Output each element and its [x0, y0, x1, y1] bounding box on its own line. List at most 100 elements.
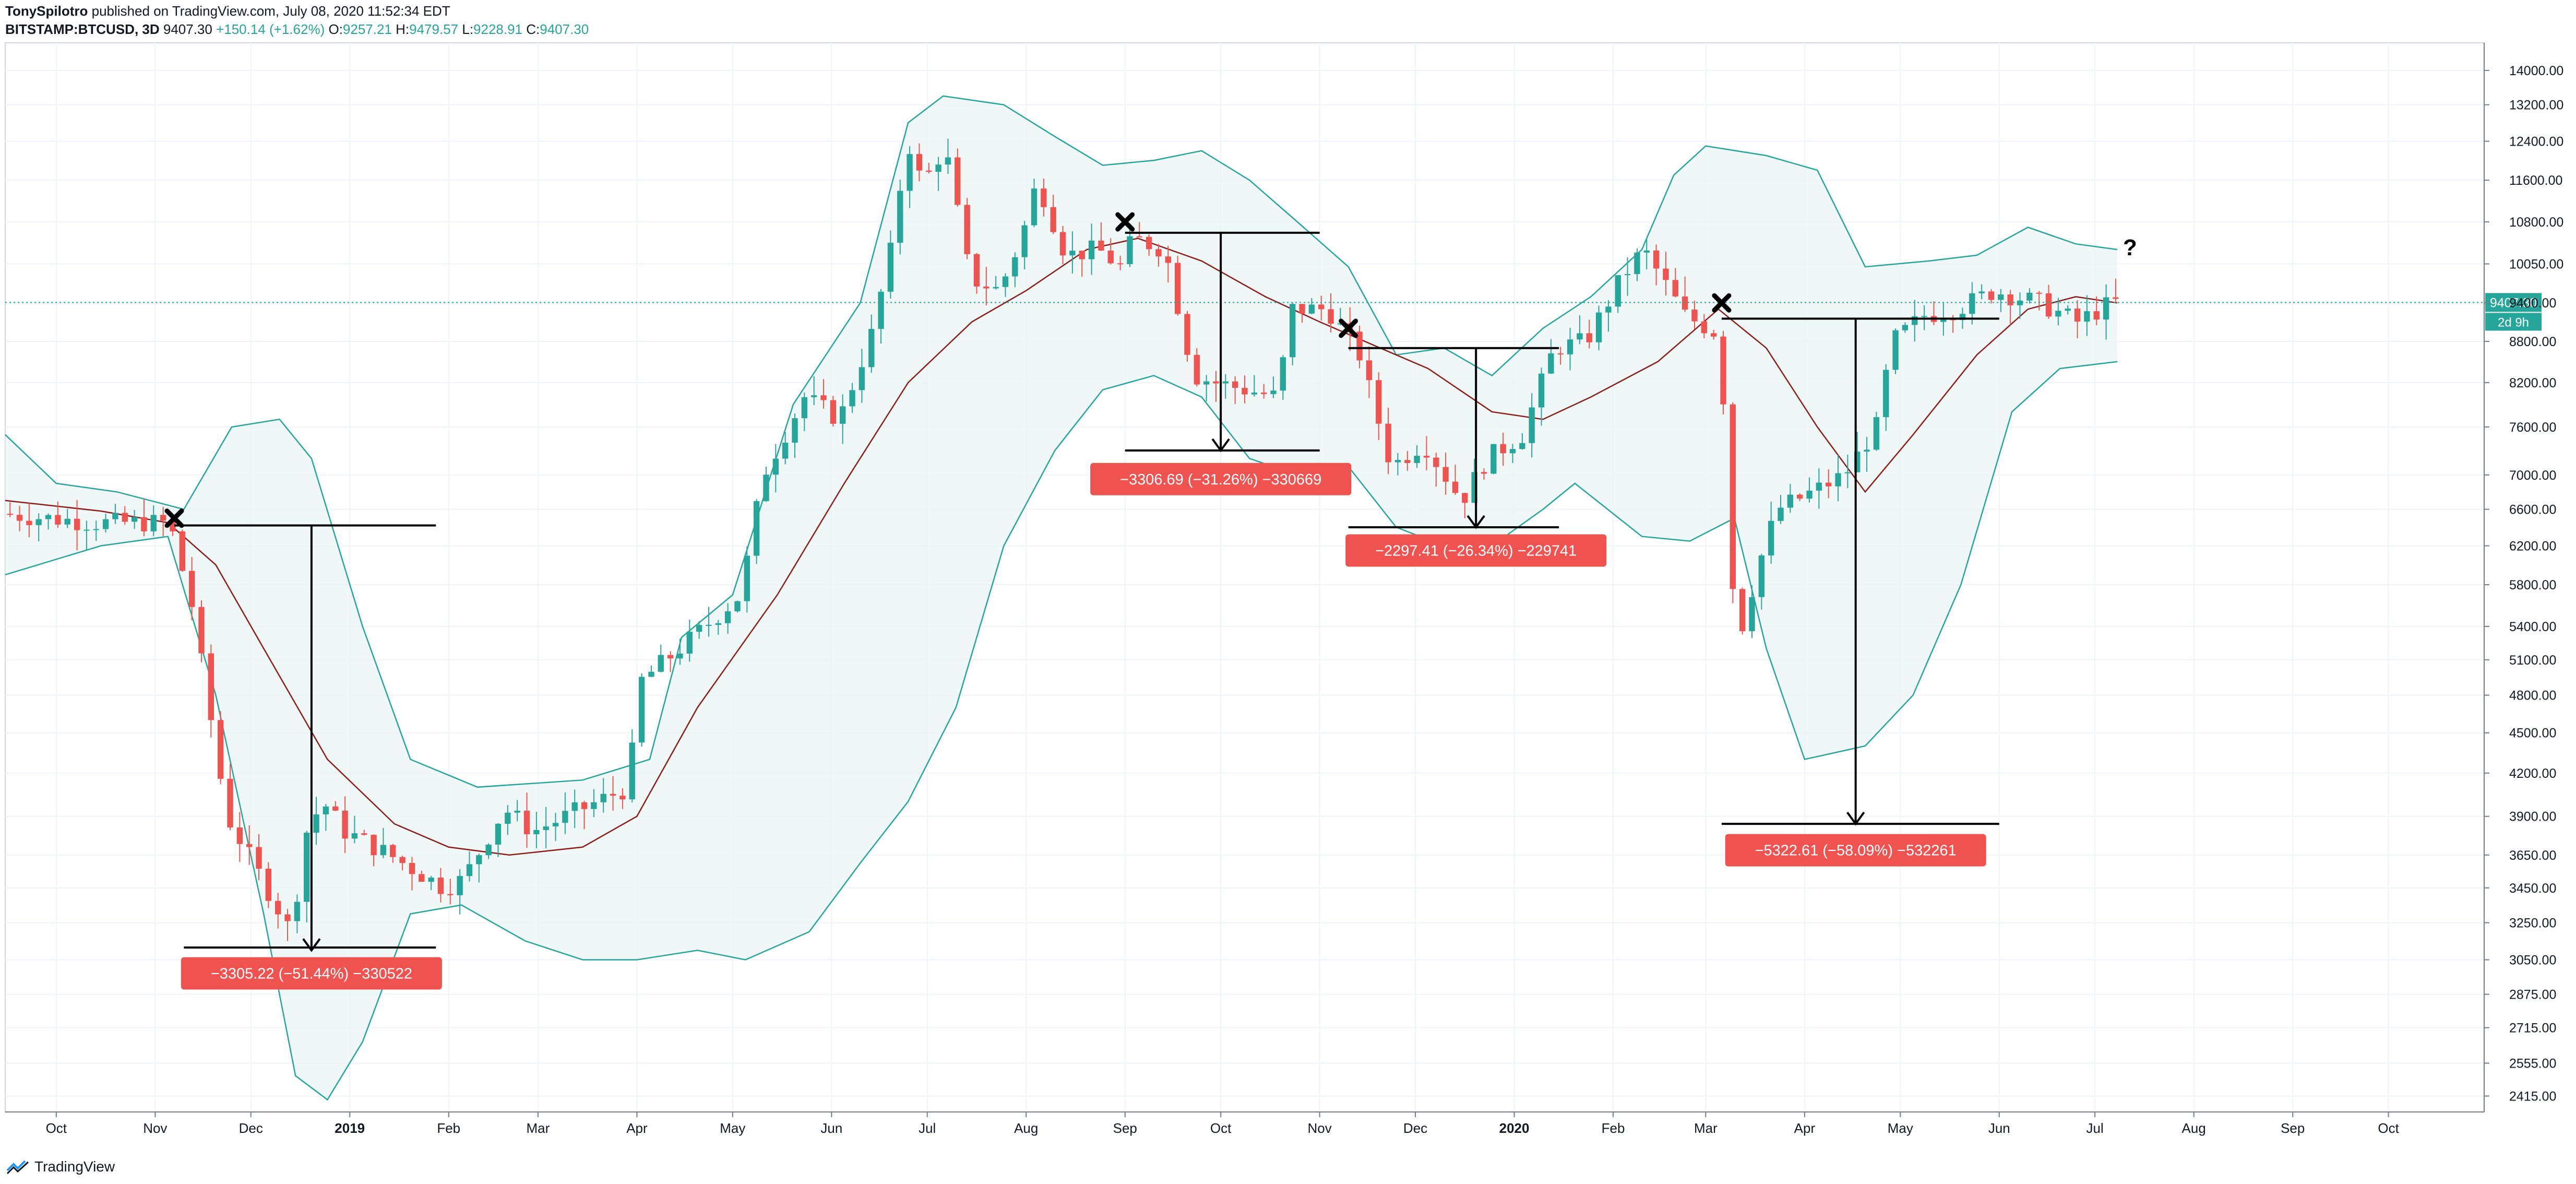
- candle-body: [1337, 323, 1344, 325]
- candle-body: [706, 624, 712, 626]
- candle-body: [1940, 319, 1947, 322]
- y-tick-label: 2555.00: [2509, 1057, 2556, 1071]
- candle-body: [1232, 381, 1238, 388]
- candle-body: [734, 601, 741, 611]
- candle-body: [1452, 481, 1459, 493]
- cross-icon: [1712, 293, 1732, 313]
- candle-body: [772, 458, 779, 475]
- candle-body: [840, 406, 846, 424]
- x-tick-label: Sep: [1113, 1120, 1137, 1136]
- candle-body: [1557, 353, 1564, 354]
- candle-body: [1174, 263, 1181, 314]
- y-tick-label: 4800.00: [2509, 689, 2556, 703]
- candle-body: [1490, 444, 1497, 474]
- candle-body: [1691, 310, 1698, 322]
- candle-body: [858, 367, 865, 390]
- candle-body: [1242, 388, 1248, 395]
- candle-body: [523, 810, 530, 835]
- candle-body: [1663, 268, 1669, 280]
- y-tick-label: 3900.00: [2509, 810, 2556, 824]
- arrow-head: [302, 938, 321, 952]
- candle-body: [485, 844, 492, 856]
- low-label: L:: [462, 21, 474, 37]
- candle-body: [122, 513, 128, 522]
- candle-body: [1749, 597, 1755, 632]
- candle-body: [313, 814, 319, 833]
- candle-body: [188, 571, 195, 607]
- measure-label: −5322.61 (−58.09%) −532261: [1755, 843, 1957, 859]
- candle-body: [724, 611, 731, 623]
- y-tick-label: 8200.00: [2509, 376, 2556, 390]
- candle-body: [246, 844, 253, 847]
- candle-body: [2055, 311, 2061, 317]
- candle-body: [1184, 314, 1190, 355]
- candle-body: [1079, 251, 1085, 259]
- candle-body: [84, 529, 90, 531]
- symbol-name[interactable]: BITSTAMP:BTCUSD, 3D: [5, 21, 160, 37]
- measure-label: −2297.41 (−26.34%) −229741: [1375, 543, 1577, 560]
- candle-body: [236, 827, 243, 844]
- cross-icon: [164, 508, 184, 528]
- measure-label-box: [1725, 834, 1986, 867]
- candle-body: [811, 395, 817, 397]
- candle-body: [399, 857, 406, 863]
- current-price-badge: [2485, 293, 2542, 312]
- candle-body: [1481, 472, 1487, 474]
- candle-body: [7, 514, 13, 515]
- candle-body: [600, 794, 606, 802]
- author-name[interactable]: TonySpilotro: [5, 3, 88, 19]
- candle-body: [419, 874, 425, 882]
- candle-body: [1701, 321, 1707, 334]
- candle-body: [1710, 333, 1717, 337]
- candle-body: [1959, 314, 1966, 321]
- candle-body: [1050, 207, 1056, 232]
- candle-body: [1978, 291, 1985, 293]
- x-tick-label: Feb: [1602, 1120, 1625, 1136]
- candle-body: [782, 442, 789, 459]
- candle-body: [562, 811, 568, 823]
- candle-body: [1797, 494, 1803, 499]
- candle-body: [437, 878, 444, 894]
- y-tick-label: 10050.00: [2509, 257, 2563, 271]
- candle-body: [591, 802, 597, 809]
- candle-body: [1787, 494, 1794, 508]
- candle-body: [1423, 456, 1430, 458]
- tradingview-logo-icon[interactable]: [6, 1159, 29, 1175]
- candle-body: [1634, 252, 1640, 275]
- y-tick-label: 2415.00: [2509, 1089, 2556, 1104]
- candle-body: [208, 653, 214, 720]
- axes: 14000.00 13200.00 12400.00 11600.00 10800.00…: [5, 43, 2563, 1136]
- candle-body: [1730, 404, 1736, 589]
- candle-body: [830, 400, 837, 424]
- upper-band: [5, 95, 2118, 788]
- candle-body: [1299, 304, 1305, 314]
- candle-body: [361, 833, 367, 835]
- x-tick-label: Mar: [1694, 1120, 1718, 1136]
- candle-body: [1643, 250, 1650, 253]
- candle-body: [112, 513, 118, 519]
- candle-body: [304, 833, 310, 902]
- candle-body: [1548, 353, 1554, 374]
- candle-body: [696, 625, 702, 632]
- candle-body: [55, 515, 61, 525]
- x-tick-label: 2019: [335, 1120, 365, 1136]
- candle-body: [1595, 312, 1602, 342]
- candle-body: [907, 154, 913, 191]
- candle-body: [227, 778, 233, 828]
- tradingview-brand[interactable]: TradingView: [34, 1158, 115, 1175]
- candle-body: [1519, 443, 1525, 449]
- candle-body: [543, 826, 549, 830]
- y-tick-label: 2715.00: [2509, 1021, 2556, 1036]
- candle-body: [1720, 336, 1726, 405]
- last-price: 9407.30: [163, 21, 212, 37]
- candle-body: [457, 876, 463, 895]
- candle-body: [955, 157, 961, 205]
- y-tick-label: 4500.00: [2509, 726, 2556, 741]
- candle-body: [1758, 555, 1765, 597]
- candle-body: [1290, 304, 1296, 358]
- candle-body: [916, 154, 923, 171]
- candle-body: [1615, 275, 1621, 307]
- x-tick-label: Jul: [919, 1120, 936, 1136]
- candle-body: [792, 418, 798, 443]
